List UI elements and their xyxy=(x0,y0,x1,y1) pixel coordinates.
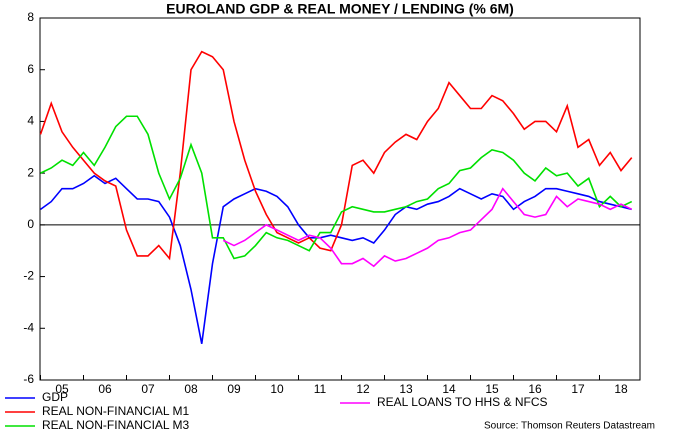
y-tick-label: -4 xyxy=(23,320,34,334)
y-tick-label: 2 xyxy=(27,165,34,179)
x-tick-label: 06 xyxy=(98,382,112,396)
series-line xyxy=(40,115,633,260)
chart-title: EUROLAND GDP & REAL MONEY / LENDING (% 6… xyxy=(166,1,514,17)
y-tick-label: -2 xyxy=(23,269,34,283)
x-tick-label: 18 xyxy=(614,382,628,396)
x-tick-label: 09 xyxy=(227,382,241,396)
series-line xyxy=(222,187,633,268)
x-tick-label: 08 xyxy=(184,382,198,396)
legend-label: REAL NON-FINANCIAL M3 xyxy=(42,418,189,432)
source: Source: Thomson Reuters Datastream xyxy=(484,421,655,432)
legend-label: REAL NON-FINANCIAL M1 xyxy=(42,404,189,418)
x-tick-label: 07 xyxy=(141,382,155,396)
series-line xyxy=(39,50,633,261)
y-tick-label: 4 xyxy=(27,114,34,128)
y-tick-label: 8 xyxy=(27,10,34,24)
x-tick-label: 10 xyxy=(270,382,284,396)
x-tick-label: 13 xyxy=(399,382,413,396)
series-line xyxy=(40,174,632,344)
x-tick-label: 15 xyxy=(485,382,499,396)
x-tick-label: 17 xyxy=(571,382,585,396)
legend-label: GDP xyxy=(42,390,68,404)
x-tick-label: 05 xyxy=(55,382,69,396)
y-tick-label: -6 xyxy=(23,372,34,386)
x-tick-label: 12 xyxy=(356,382,370,396)
x-tick-label: 11 xyxy=(314,382,327,396)
legend-label: REAL LOANS TO HHS & NFCS xyxy=(377,395,548,409)
y-tick-label: 6 xyxy=(27,62,34,76)
x-tick-label: 16 xyxy=(528,382,542,396)
y-tick-label: 0 xyxy=(27,217,34,231)
x-tick-label: 14 xyxy=(442,382,456,396)
plot-frame xyxy=(39,17,641,381)
